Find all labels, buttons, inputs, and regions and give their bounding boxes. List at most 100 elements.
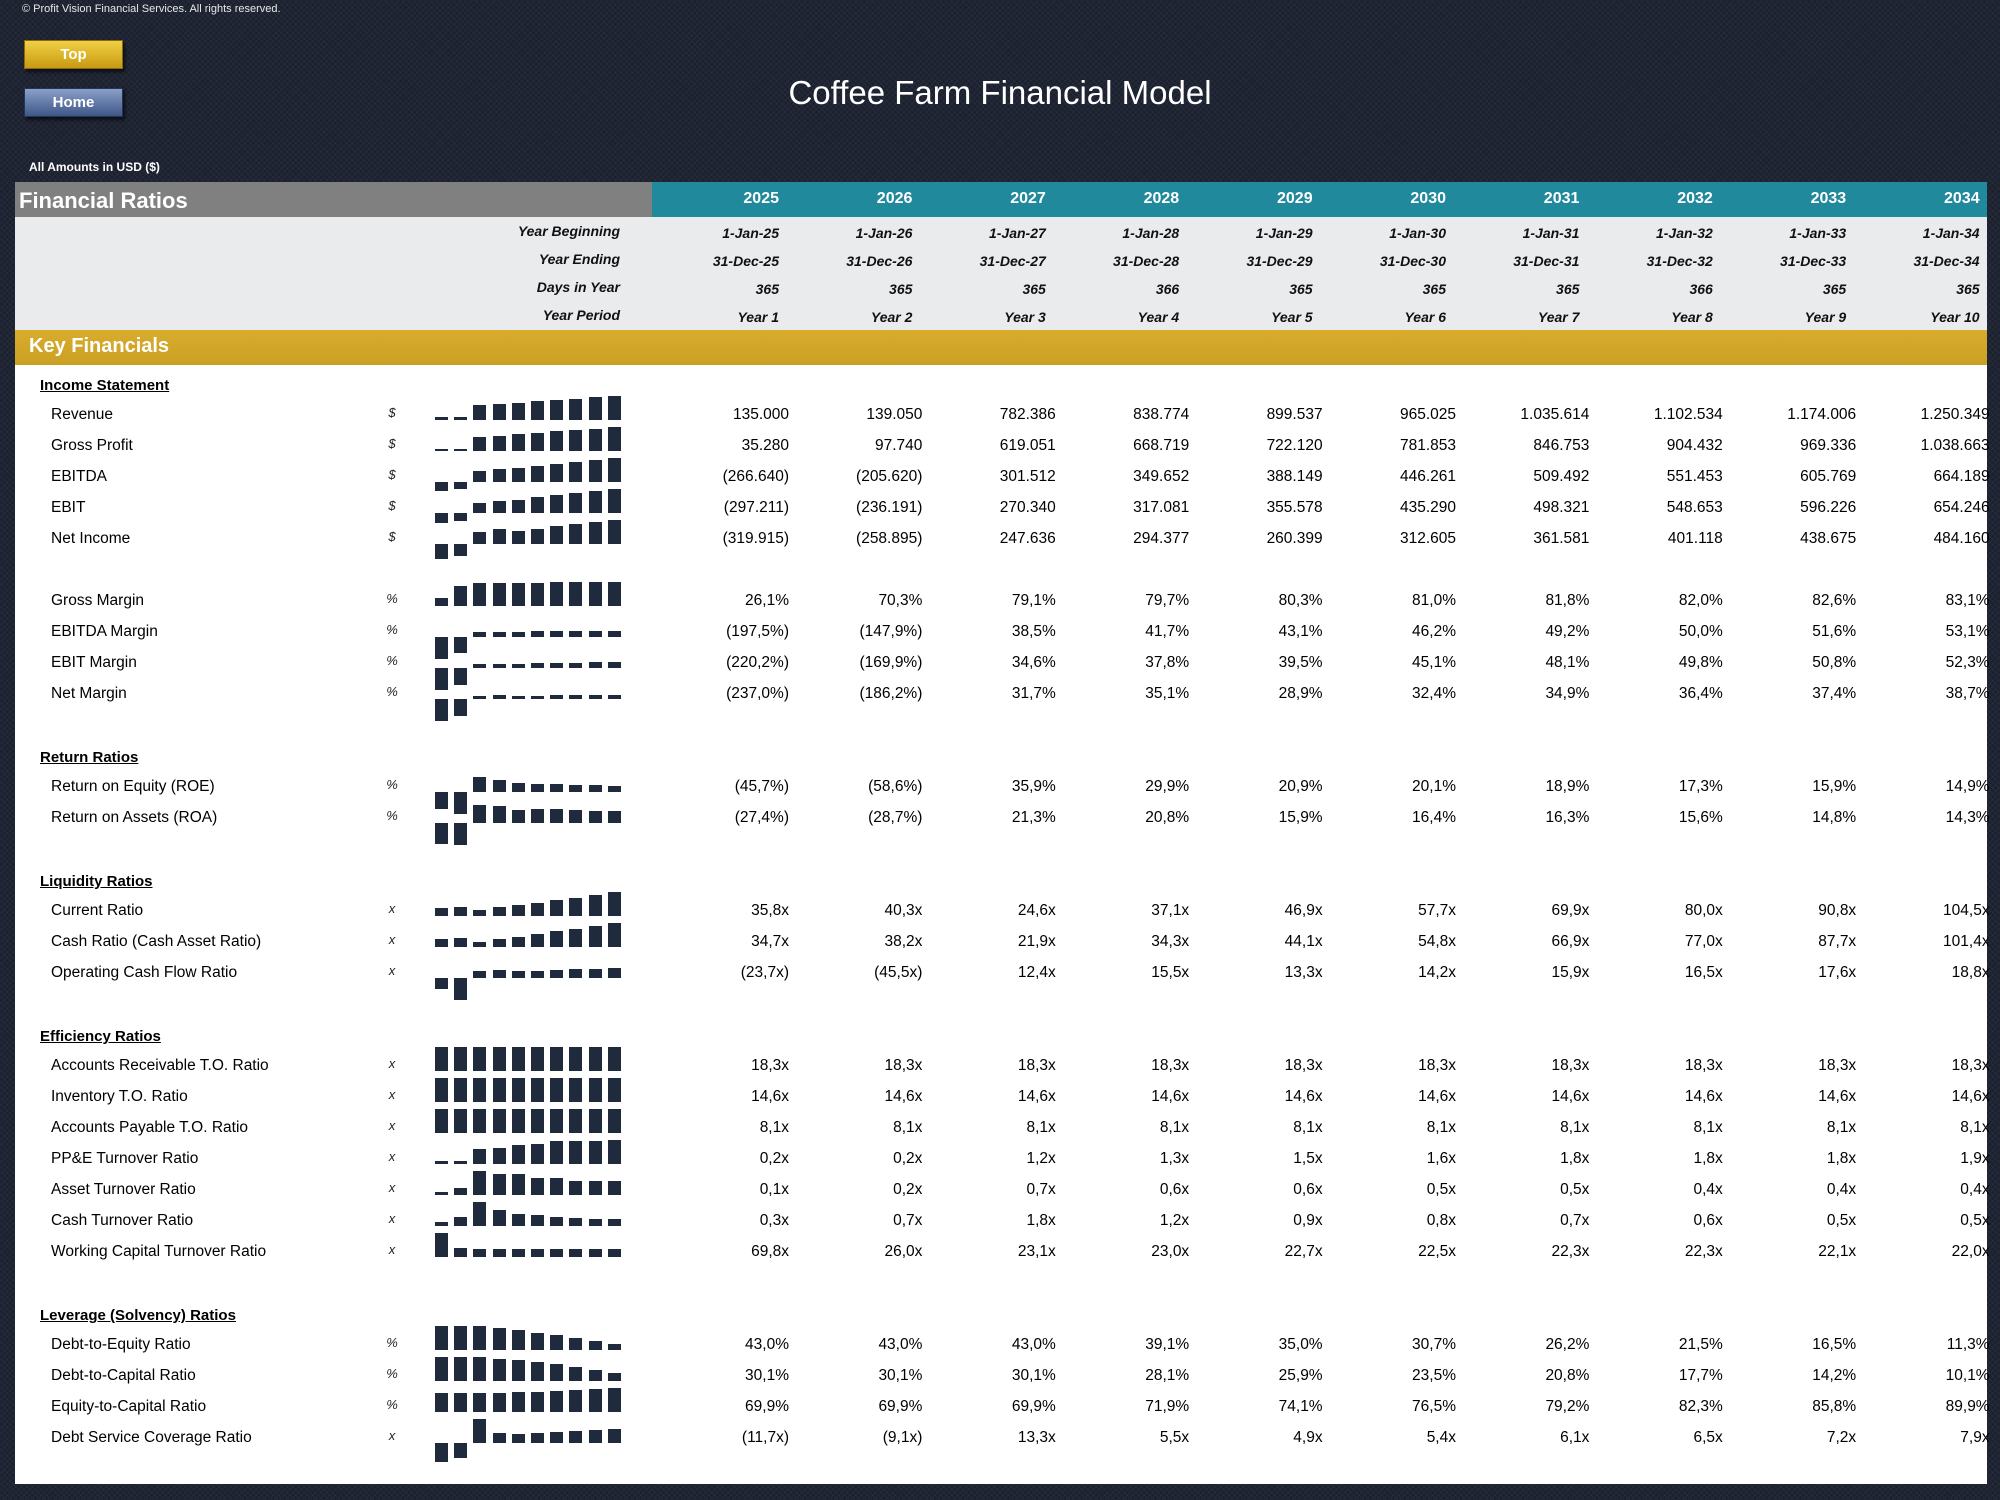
sparkline-bar xyxy=(550,931,564,947)
sparkline-bar xyxy=(492,938,506,947)
sparkline-bar xyxy=(473,1357,487,1381)
ratio-value: 14,6x xyxy=(1017,1088,1056,1105)
sparkline xyxy=(435,799,625,847)
sparkline-bar xyxy=(531,528,544,544)
sparkline-bar xyxy=(454,1109,468,1133)
sparkline-bar xyxy=(531,1332,544,1350)
ratio-label: Cash Ratio (Cash Asset Ratio) xyxy=(51,933,262,950)
ratio-value: 0,5x xyxy=(1560,1181,1590,1198)
ratio-value: 18,3x xyxy=(1818,1057,1857,1074)
ratio-value: 1,8x xyxy=(1826,1150,1857,1167)
sparkline-bar xyxy=(588,1109,602,1133)
ratio-value: 270.340 xyxy=(999,499,1056,516)
ratio-label: Return on Equity (ROE) xyxy=(51,778,215,795)
unit-label: x xyxy=(388,901,396,916)
info-value: Year 7 xyxy=(1537,309,1580,325)
ratio-value: 28,9% xyxy=(1278,685,1323,702)
sparkline-bar xyxy=(473,1078,487,1102)
sparkline-bar xyxy=(607,458,621,482)
ratio-value: (58,6%) xyxy=(868,778,923,795)
sparkline-bar xyxy=(473,1419,487,1443)
ratio-value: 18,3x xyxy=(1684,1057,1723,1074)
ratio-value: 654.246 xyxy=(1933,499,1990,516)
sparkline-bar xyxy=(588,1219,602,1226)
ratio-value: 97.740 xyxy=(874,437,923,454)
info-value: 1-Jan-34 xyxy=(1922,225,1980,241)
sparkline-bar xyxy=(569,784,583,792)
sparkline-bar xyxy=(607,695,621,699)
top-button[interactable]: Top xyxy=(24,40,123,69)
sparkline-bar xyxy=(531,783,544,792)
year-header-2034: 2034 xyxy=(1944,190,1980,207)
ratio-label: Debt-to-Capital Ratio xyxy=(51,1367,196,1384)
ratio-value: 664.189 xyxy=(1933,468,1990,485)
sparkline-bar xyxy=(435,1393,448,1412)
ratio-label: EBITDA xyxy=(51,468,107,485)
sparkline-bar xyxy=(550,695,564,699)
ratio-value: 605.769 xyxy=(1800,468,1857,485)
sparkline-bar xyxy=(531,1177,544,1195)
info-value: 1-Jan-26 xyxy=(855,225,913,241)
sparkline-bar xyxy=(473,1047,487,1071)
year-header-2032: 2032 xyxy=(1677,190,1713,207)
sparkline-bar xyxy=(492,435,506,451)
year-header-2027: 2027 xyxy=(1010,190,1046,207)
unit-label: % xyxy=(386,808,398,823)
ratio-value: 139.050 xyxy=(866,406,923,423)
sparkline-bar xyxy=(511,1047,525,1071)
ratio-label: Accounts Receivable T.O. Ratio xyxy=(51,1057,269,1074)
year-header-2028: 2028 xyxy=(1143,190,1180,207)
sparkline-bar xyxy=(588,785,602,792)
ratio-value: 14,2x xyxy=(1418,964,1456,981)
sparkline-bar xyxy=(569,1249,583,1257)
sparkline-bar xyxy=(607,396,621,420)
home-button[interactable]: Home xyxy=(24,88,123,117)
ratio-value: 0,5x xyxy=(1960,1212,1990,1229)
sparkline-bar xyxy=(531,934,544,947)
ratio-label: Net Margin xyxy=(51,685,127,702)
sparkline xyxy=(435,1388,625,1436)
unit-label: x xyxy=(388,1242,396,1257)
ratio-value: 70,3% xyxy=(878,592,923,609)
sparkline-bar xyxy=(569,524,583,544)
ratio-value: (297.211) xyxy=(723,499,789,516)
sparkline-bar xyxy=(607,489,621,513)
sparkline-bar xyxy=(550,1335,564,1350)
sparkline-bar xyxy=(454,1357,468,1381)
sparkline-bar xyxy=(588,926,602,947)
sparkline-bar xyxy=(511,531,525,544)
ratio-value: 294.377 xyxy=(1133,530,1190,547)
ratio-value: 101,4x xyxy=(1943,933,1990,950)
ratio-value: 30,1% xyxy=(745,1367,789,1384)
ratio-value: 301.512 xyxy=(999,468,1056,485)
sparkline-bar xyxy=(588,695,602,699)
sparkline-bar xyxy=(607,1372,621,1381)
sparkline-bar xyxy=(435,1078,448,1102)
sparkline-bar xyxy=(473,436,487,451)
ratio-value: 8,1x xyxy=(1293,1119,1323,1136)
ratio-value: 0,7x xyxy=(1026,1181,1056,1198)
unit-label: $ xyxy=(388,405,396,420)
sparkline-bar xyxy=(531,1215,544,1226)
ratio-value: 39,1% xyxy=(1145,1336,1190,1353)
ratio-value: 349.652 xyxy=(1133,468,1190,485)
sparkline-bar xyxy=(435,1161,448,1164)
sparkline-bar xyxy=(588,1181,602,1195)
ratio-value: 22,1x xyxy=(1818,1243,1857,1260)
ratio-value: 52,3% xyxy=(1945,654,1990,671)
sparkline-bar xyxy=(511,1434,525,1443)
ratio-value: 22,5x xyxy=(1418,1243,1456,1260)
sparkline-bar xyxy=(454,1248,468,1257)
ratio-value: (186,2%) xyxy=(859,685,923,702)
section-title: Financial Ratios xyxy=(19,188,188,213)
ratio-label: Working Capital Turnover Ratio xyxy=(51,1243,267,1260)
ratio-value: 39,5% xyxy=(1278,654,1323,671)
sparkline-bar xyxy=(569,897,583,916)
sparkline-bar xyxy=(569,662,583,668)
ratio-value: (45,5x) xyxy=(874,964,923,981)
sparkline-bar xyxy=(550,1249,564,1257)
ratio-value: 21,9x xyxy=(1017,933,1056,950)
info-value: Year 2 xyxy=(870,309,913,325)
sparkline-bar xyxy=(511,1109,525,1133)
year-header-2033: 2033 xyxy=(1810,190,1847,207)
